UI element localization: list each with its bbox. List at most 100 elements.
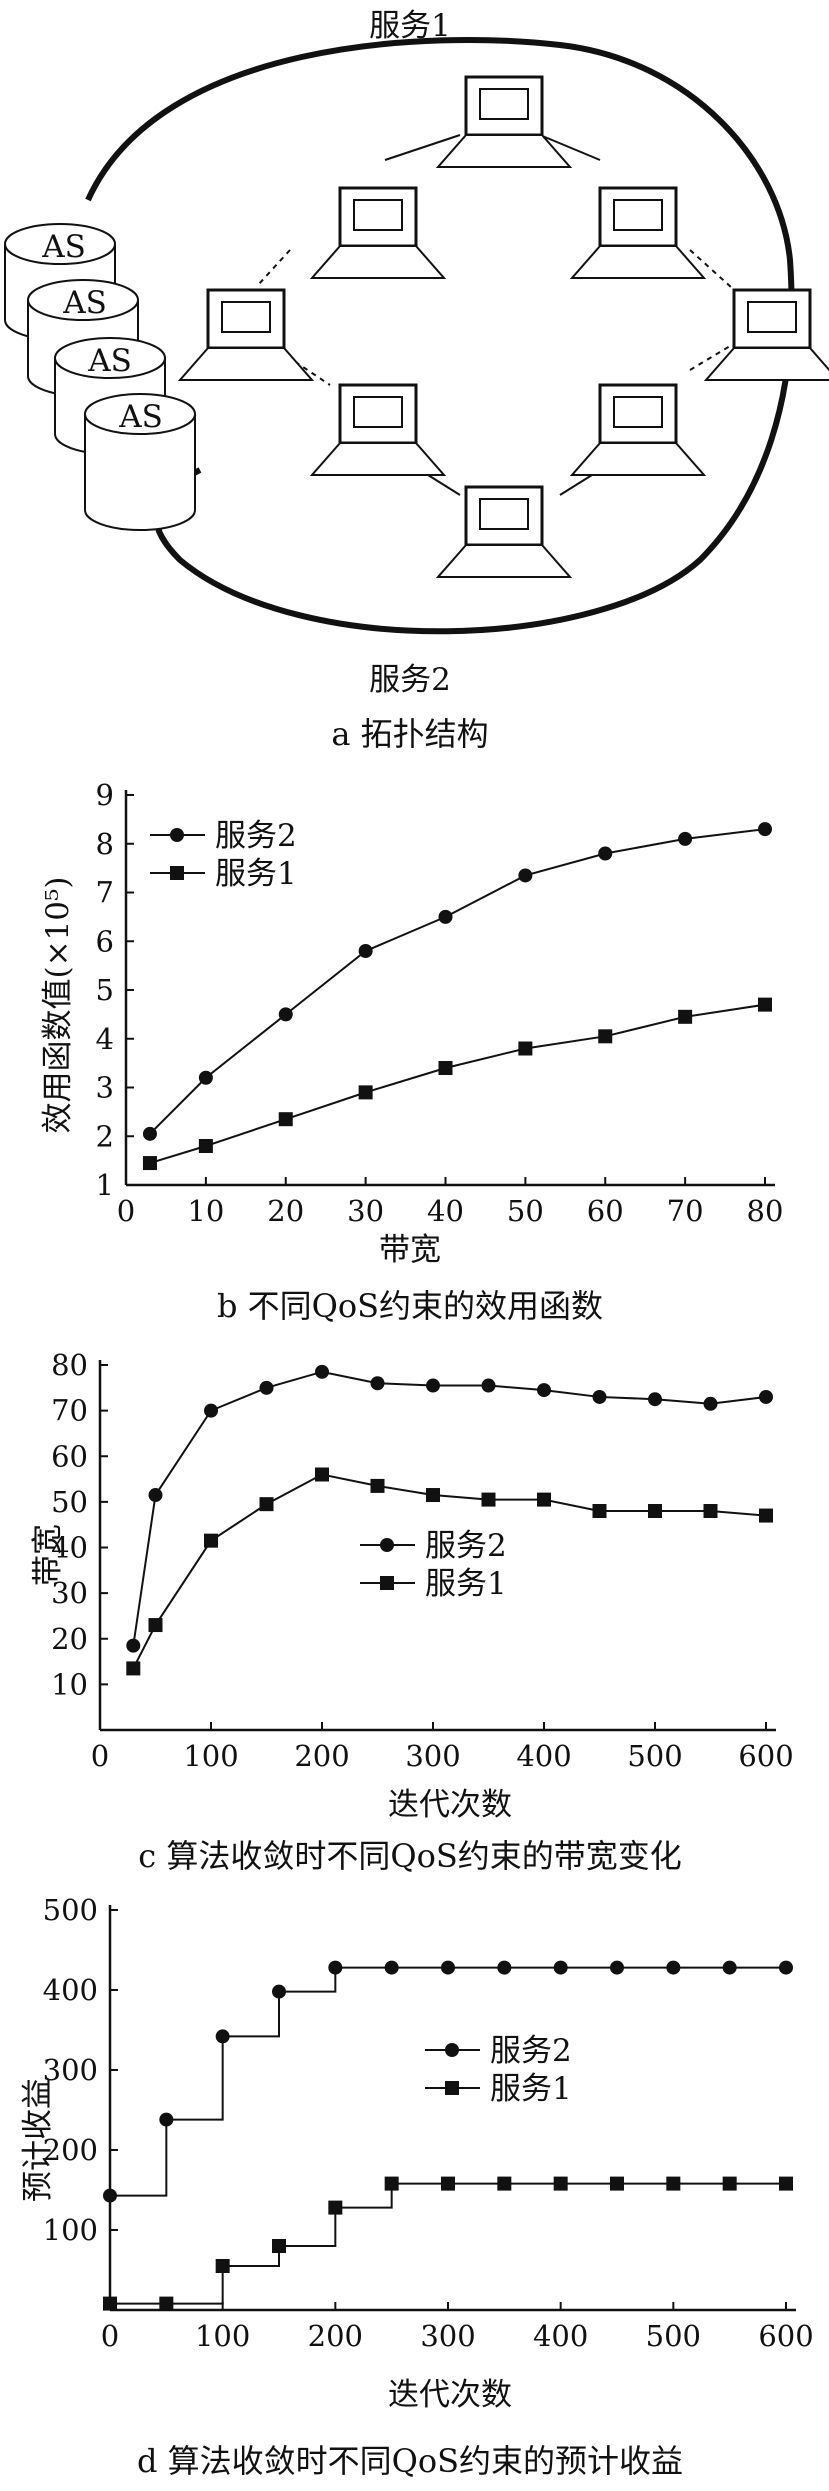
service2-label: 服务2	[369, 662, 451, 698]
y-tick-label: 100	[43, 2213, 98, 2247]
x-tick-label: 40	[427, 1194, 464, 1228]
x-axis-label: 带宽	[379, 1232, 441, 1268]
series-1-point	[272, 1984, 286, 1999]
x-tick-label: 100	[195, 2319, 250, 2353]
series-1-point	[537, 1383, 551, 1398]
x-tick-label: 200	[308, 2319, 363, 2353]
x-tick-label: 0	[117, 1194, 135, 1228]
link	[539, 134, 601, 161]
caption-d: d 算法收敛时不同QoS约束的预计收益	[137, 2442, 683, 2480]
legend-label: 服务2	[425, 1528, 507, 1564]
topology-diagram: 服务1 服务2 AS AS AS	[4, 8, 829, 753]
series-1-point	[278, 1007, 293, 1022]
y-tick-label: 9	[96, 778, 114, 812]
series-1-point	[592, 1389, 607, 1404]
x-tick-label: 100	[183, 1739, 238, 1773]
series-2-point	[592, 1504, 607, 1518]
series-2-point	[666, 2176, 681, 2191]
series-2-point	[610, 2176, 624, 2191]
series-2-point	[384, 2176, 399, 2191]
series-2-point	[328, 2200, 343, 2215]
series-1-point	[648, 1392, 662, 1407]
series-1-point	[666, 1960, 681, 1975]
series-2-point	[215, 2259, 230, 2273]
y-axis-label: 效用函数值(×10⁵)	[40, 876, 76, 1133]
y-tick-label: 500	[43, 1893, 98, 1927]
series-2-point	[272, 2239, 286, 2253]
x-tick-label: 300	[405, 1739, 460, 1773]
x-tick-label: 80	[747, 1194, 784, 1228]
series-2-point	[553, 2176, 568, 2191]
legend-marker	[170, 828, 184, 842]
legend-label: 服务1	[490, 2071, 572, 2107]
computer-node-left	[178, 288, 314, 382]
series-2-point	[703, 1504, 718, 1518]
as-label: AS	[87, 343, 132, 379]
x-tick-label: 500	[627, 1739, 682, 1773]
series-1-point	[259, 1380, 274, 1395]
series-1-point	[497, 1960, 512, 1975]
computer-node-upper-left	[310, 186, 446, 280]
x-tick-label: 300	[420, 2319, 475, 2353]
panel-a-topology: 服务1 服务2 AS AS AS	[0, 0, 829, 760]
series-1-point	[703, 1396, 718, 1411]
y-axis-label: 带宽	[30, 1524, 66, 1586]
legend-marker	[380, 1576, 394, 1590]
link	[257, 249, 291, 286]
y-tick-label: 4	[96, 1022, 114, 1056]
legend-marker	[380, 1538, 394, 1552]
series-2-point	[259, 1497, 274, 1512]
legend-label: 服务1	[425, 1566, 507, 1602]
service-ring	[85, 37, 795, 635]
series-1-point	[384, 1960, 399, 1975]
series-1-point	[315, 1364, 329, 1379]
x-tick-label: 0	[101, 2319, 119, 2353]
series-1-point	[426, 1378, 440, 1393]
series-1-point	[759, 1389, 773, 1404]
x-tick-label: 60	[587, 1194, 624, 1228]
series-2-point	[438, 1061, 453, 1075]
x-tick-label: 70	[667, 1194, 704, 1228]
computer-node-lower-left	[310, 383, 446, 477]
series-1-point	[678, 831, 693, 846]
x-axis-label: 迭代次数	[388, 1787, 512, 1823]
series-2-point	[103, 2296, 117, 2311]
computer-node-top	[436, 75, 572, 169]
series-2-point	[598, 1029, 613, 1044]
series-2-point	[370, 1478, 385, 1493]
y-tick-label: 6	[96, 924, 114, 958]
series-1-point	[779, 1960, 793, 1975]
y-tick-label: 80	[51, 1348, 88, 1382]
x-tick-label: 400	[533, 2319, 588, 2353]
series-1-point	[370, 1376, 385, 1391]
series-2-point	[648, 1504, 662, 1518]
x-tick-label: 50	[507, 1194, 544, 1228]
series-2-point	[678, 1009, 693, 1024]
x-tick-label: 30	[347, 1194, 384, 1228]
series-2-point	[441, 2176, 455, 2191]
caption-a: a 拓扑结构	[331, 715, 488, 753]
series-2-point	[779, 2176, 793, 2191]
computer-node-right	[704, 288, 829, 382]
y-tick-label: 400	[43, 1973, 98, 2007]
caption-c: c 算法收敛时不同QoS约束的带宽变化	[138, 1837, 682, 1875]
series-1-point	[438, 909, 453, 924]
service1-label: 服务1	[369, 8, 451, 44]
y-tick-label: 2	[96, 1119, 114, 1153]
y-tick-label: 3	[96, 1071, 114, 1105]
series-1-point	[126, 1638, 141, 1653]
series-line-1	[132, 1370, 767, 1646]
computer-node-lower-right	[570, 383, 706, 477]
x-tick-label: 10	[187, 1194, 224, 1228]
series-2-point	[126, 1661, 141, 1676]
y-tick-label: 1	[96, 1168, 114, 1202]
legend-marker	[445, 2081, 459, 2095]
computer-node-bottom	[436, 485, 572, 579]
revenue-chart: d 算法收敛时不同QoS约束的预计收益 迭代次数 预计收益 0 100 200 300…	[20, 1893, 814, 2480]
series-2-point	[722, 2176, 737, 2191]
computer-node-upper-right	[570, 186, 706, 280]
series-1-point	[358, 944, 373, 958]
y-tick-label: 7	[96, 876, 114, 910]
x-tick-label: 600	[758, 2319, 813, 2353]
series-2-point	[759, 1508, 773, 1523]
